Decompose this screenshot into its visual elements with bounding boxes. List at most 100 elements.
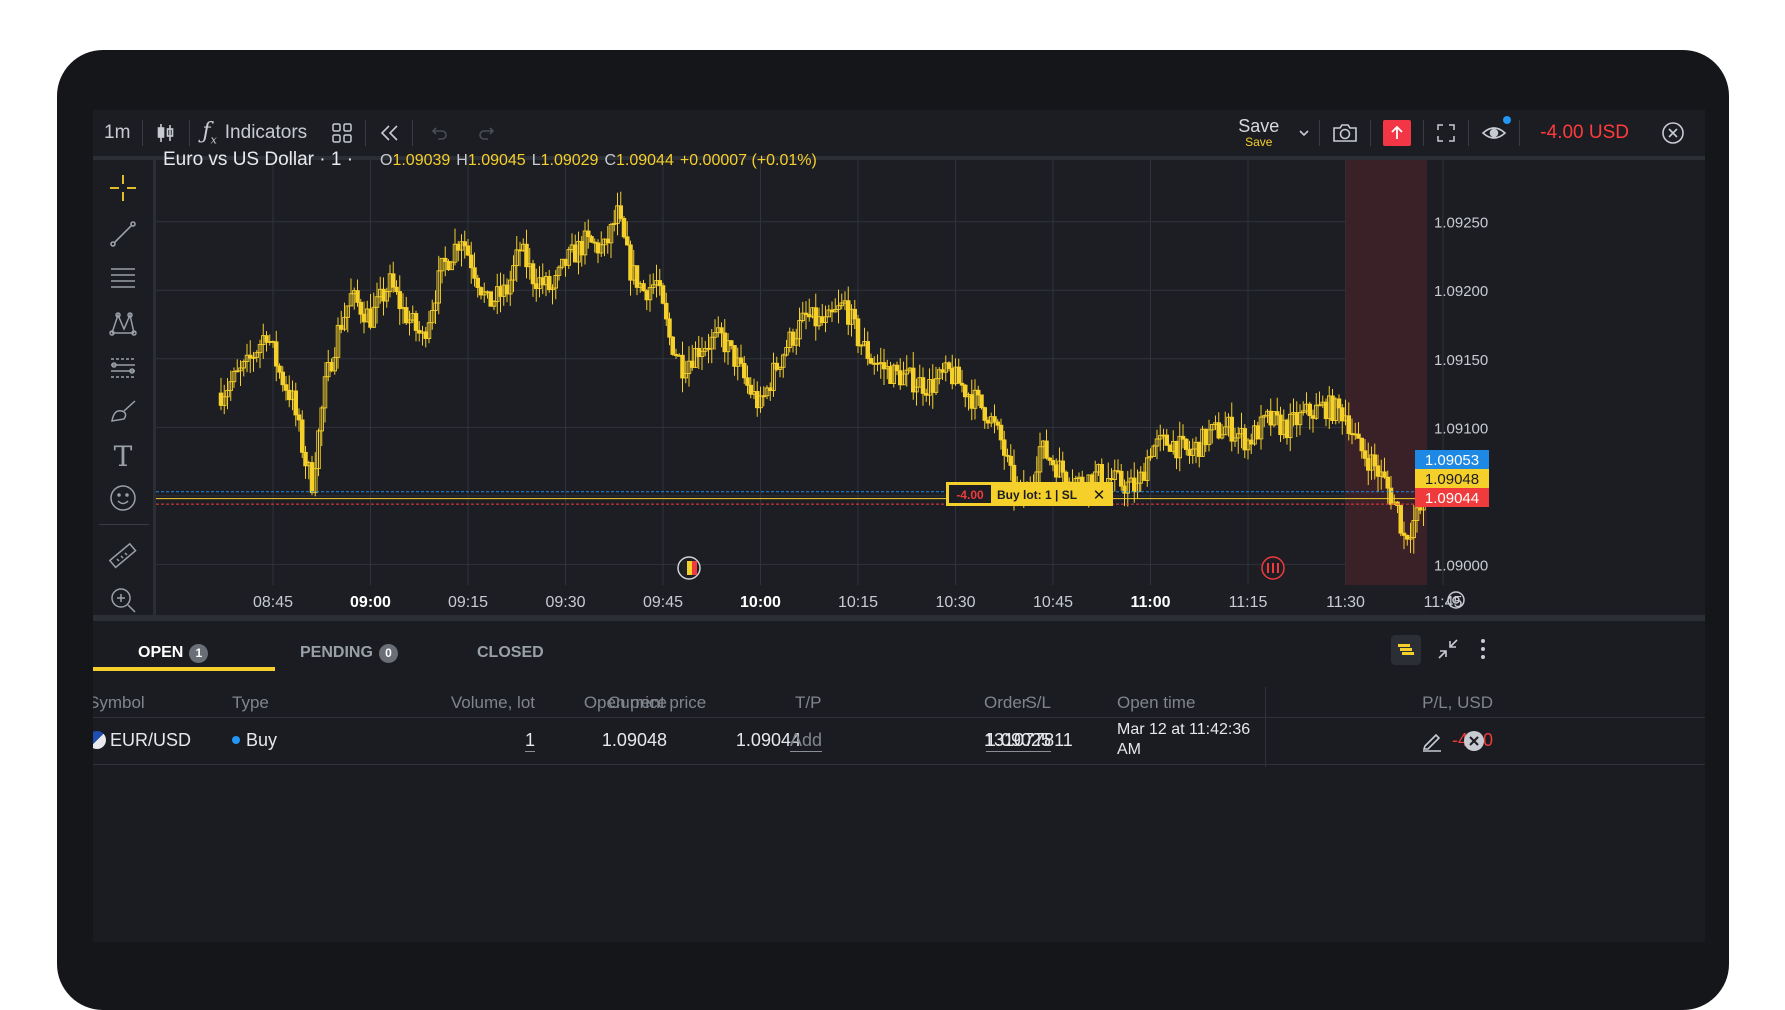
row-type: Buy xyxy=(232,730,277,751)
candle-body xyxy=(524,243,529,268)
layers-button[interactable] xyxy=(1391,635,1421,665)
pattern-tool[interactable] xyxy=(105,306,141,342)
zoom-tool[interactable] xyxy=(105,582,141,618)
row-sl[interactable]: 1.09025 xyxy=(985,730,1051,750)
col-type[interactable]: Type xyxy=(232,693,269,712)
position-close-icon[interactable]: ✕ xyxy=(1093,486,1106,504)
candle-body xyxy=(345,305,350,318)
redo-button[interactable] xyxy=(465,110,509,156)
row-volume[interactable]: 1 xyxy=(524,730,535,750)
candle-body xyxy=(976,389,981,396)
trend-line-tool[interactable] xyxy=(105,216,141,252)
tab-pending[interactable]: PENDING 0 xyxy=(300,635,398,671)
alert-button[interactable] xyxy=(1371,110,1423,156)
more-menu-button[interactable] xyxy=(1479,637,1495,665)
candle-body xyxy=(1229,416,1234,442)
y-tick-label: 1.09100 xyxy=(1434,420,1488,437)
candle-body xyxy=(257,344,263,354)
collapse-panel-button[interactable] xyxy=(1436,637,1464,665)
save-menu-button[interactable] xyxy=(1289,110,1319,156)
emoji-tool[interactable] xyxy=(105,480,141,516)
col-tp[interactable]: T/P xyxy=(795,693,822,712)
candle-body xyxy=(1359,437,1364,452)
save-label: Save xyxy=(1238,116,1280,136)
visibility-button[interactable] xyxy=(1469,110,1519,156)
crosshair-tool[interactable] xyxy=(105,170,141,206)
candle-body xyxy=(1401,532,1407,536)
candle-body xyxy=(491,301,497,307)
candle-body xyxy=(319,407,324,432)
candle-body xyxy=(251,356,256,359)
tab-closed[interactable]: CLOSED xyxy=(477,635,544,671)
candle-body xyxy=(680,354,685,379)
col-current-price[interactable]: Current price xyxy=(608,693,707,712)
candle-body xyxy=(397,291,403,310)
col-pl[interactable]: P/L, USD xyxy=(1422,693,1493,712)
candle-body xyxy=(894,364,900,372)
candle-body xyxy=(443,257,448,262)
candle-body xyxy=(1271,411,1277,426)
candle-body xyxy=(430,310,435,324)
trading-screen: 1m ƒx Indicators Save Save xyxy=(93,110,1705,942)
x-tick-label: 09:30 xyxy=(545,594,585,611)
candle-body xyxy=(371,306,377,328)
screenshot-button[interactable] xyxy=(1320,110,1370,156)
separator xyxy=(1423,120,1425,146)
col-open-price[interactable]: Open price xyxy=(583,693,667,712)
candle-body xyxy=(299,419,305,453)
close-chart-button[interactable] xyxy=(1649,110,1705,156)
separator xyxy=(1468,120,1470,146)
indicators-button[interactable]: ƒx Indicators xyxy=(190,110,319,156)
position-tag[interactable]: -4.00 Buy lot: 1 | SL ✕ xyxy=(946,482,1113,506)
brush-tool[interactable] xyxy=(105,394,141,430)
candle-body xyxy=(732,345,737,367)
collapse-icon xyxy=(1438,639,1458,659)
candle-body xyxy=(1261,415,1267,418)
ruler-tool[interactable] xyxy=(105,538,141,574)
layouts-button[interactable] xyxy=(319,110,365,156)
pl-display: -4.00 USD xyxy=(1520,110,1649,156)
event-marker[interactable] xyxy=(677,556,701,580)
edit-position-button[interactable] xyxy=(1421,730,1445,754)
tab-open[interactable]: OPEN 1 xyxy=(138,635,209,671)
row-open-time-line2: AM xyxy=(1117,741,1141,758)
col-order[interactable]: Order xyxy=(984,693,1028,712)
undo-button[interactable] xyxy=(413,110,465,156)
candle-body xyxy=(709,336,715,350)
position-text: Buy lot: 1 | SL xyxy=(997,488,1077,502)
candle-body xyxy=(1242,428,1247,451)
row-tp-add[interactable]: Add xyxy=(790,730,823,750)
tab-pending-count: 0 xyxy=(378,643,398,663)
replay-button[interactable] xyxy=(366,110,412,156)
col-sl[interactable]: S/L xyxy=(1025,693,1051,712)
orders-panel: OPEN 1 PENDING 0 CLOSED Symbol Type Volu… xyxy=(93,621,1705,942)
close-position-button[interactable] xyxy=(1463,730,1485,752)
col-volume[interactable]: Volume, lot xyxy=(450,693,535,712)
chart-settings-button[interactable] xyxy=(1447,591,1465,609)
candle-body xyxy=(647,287,653,301)
candle-body xyxy=(1408,537,1413,540)
candle-body xyxy=(904,369,910,375)
change-value: +0.00007 (+0.01%) xyxy=(680,152,817,169)
col-symbol[interactable]: Symbol xyxy=(93,693,145,712)
horizontal-lines-tool[interactable] xyxy=(105,260,141,296)
col-open-time[interactable]: Open time xyxy=(1117,693,1196,712)
open-price-label: 1.09048 xyxy=(1415,469,1489,488)
candle-body xyxy=(742,363,747,379)
candle-body xyxy=(1050,459,1056,466)
save-button[interactable]: Save Save xyxy=(1228,110,1289,156)
fullscreen-button[interactable] xyxy=(1424,110,1468,156)
tab-open-count: 1 xyxy=(189,643,209,663)
fib-tool[interactable] xyxy=(105,350,141,386)
candle-body xyxy=(836,305,841,310)
session-end-marker[interactable] xyxy=(1261,556,1285,580)
bid-price-text: 1.09044 xyxy=(1425,490,1479,507)
candle-body xyxy=(1190,448,1195,456)
candle-body xyxy=(1372,454,1377,467)
chart-type-button[interactable] xyxy=(143,110,189,156)
text-tool[interactable]: T xyxy=(105,438,141,474)
candle-body xyxy=(225,389,230,398)
table-row[interactable]: EUR/USD Buy 1 1.09048 1.09044 Add 1.0902… xyxy=(93,718,1705,764)
interval-button[interactable]: 1m xyxy=(93,110,142,156)
candle-body xyxy=(693,347,698,368)
